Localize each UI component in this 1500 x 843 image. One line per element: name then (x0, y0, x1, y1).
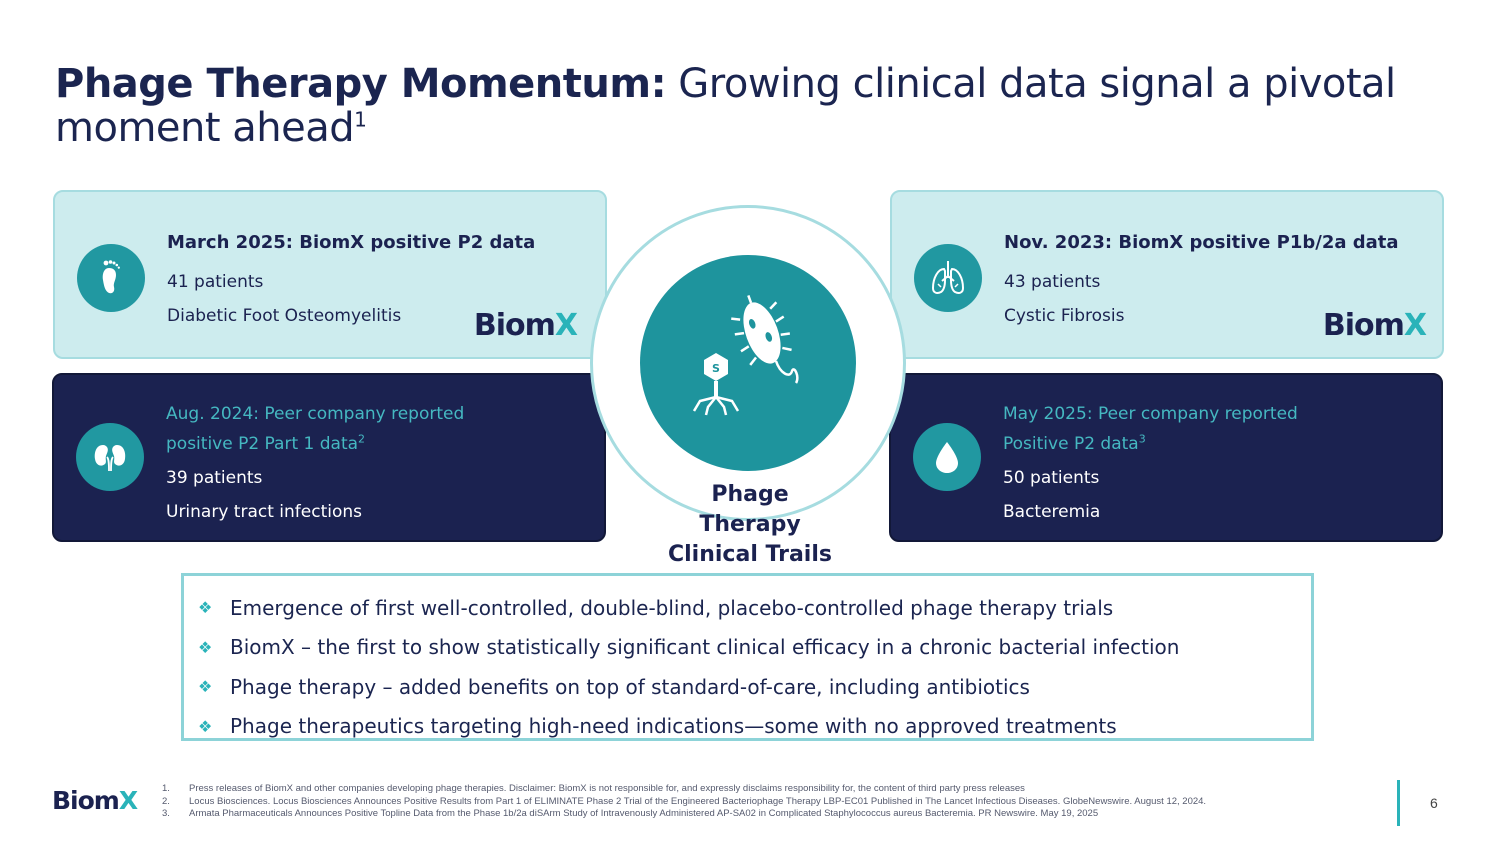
foot-icon (77, 244, 145, 312)
card-patients: 50 patients (1003, 468, 1100, 488)
footnote: 1. Press releases of BiomX and other comp… (162, 783, 1282, 796)
page-number: 6 (1430, 795, 1438, 811)
list-item: ❖ Phage therapeutics targeting high-need … (198, 707, 1311, 747)
footnote-text: Armata Pharmaceuticals Announces Positiv… (189, 808, 1099, 819)
list-item: ❖ Phage therapy – added benefits on top o… (198, 667, 1311, 707)
title-footnote-ref: 1 (354, 107, 367, 132)
key-points-box: ❖ Emergence of first well-controlled, dou… (181, 573, 1314, 741)
card-heading-line1: May 2025: Peer company reported (1003, 404, 1298, 424)
bullet-text: BiomX – the first to show statistically … (230, 635, 1180, 660)
footnote-number: 1. (162, 783, 170, 794)
card-indication: Bacteremia (1003, 502, 1101, 522)
card-biomx-cf: Nov. 2023: BiomX positive P1b/2a data 43… (890, 190, 1444, 359)
center-label-line1: Phage (711, 482, 789, 507)
card-heading: May 2025: Peer company reported Positive… (1003, 399, 1421, 459)
bullet-text: Phage therapeutics targeting high-need i… (230, 714, 1117, 739)
bullet-text: Emergence of first well-controlled, doub… (230, 595, 1114, 620)
card-indication: Urinary tract infections (166, 502, 362, 522)
footnote-ref: 3 (1138, 432, 1146, 446)
diamond-bullet-icon: ❖ (198, 637, 213, 657)
card-peer-bacteremia: May 2025: Peer company reported Positive… (889, 373, 1443, 542)
center-label-line2: Therapy (699, 512, 801, 537)
list-item: ❖ Emergence of first well-controlled, dou… (198, 588, 1311, 628)
center-label-line3: Clinical Trails (668, 542, 832, 567)
biomx-logo-x: X (554, 308, 578, 343)
card-heading-line2: Positive P2 data (1003, 434, 1139, 454)
biomx-logo: BiomX (1322, 308, 1427, 343)
biomx-logo-main: Biom (1322, 308, 1405, 343)
center-label: Phage Therapy Clinical Trails (640, 480, 860, 570)
card-heading: Nov. 2023: BiomX positive P1b/2a data (1004, 232, 1399, 253)
biomx-logo-main: Biom (473, 308, 556, 343)
card-heading: March 2025: BiomX positive P2 data (167, 232, 536, 253)
footnote-number: 2. (162, 795, 170, 807)
footer-logo-x: X (118, 786, 138, 815)
title-bold: Phage Therapy Momentum: (55, 61, 667, 107)
footnote-ref: 2 (358, 432, 366, 446)
footer-logo-main: Biom (52, 786, 120, 815)
card-heading: Aug. 2024: Peer company reported positiv… (166, 399, 584, 459)
drop-icon (913, 423, 981, 491)
card-indication: Diabetic Foot Osteomyelitis (167, 306, 402, 326)
title-rest: Growing clinical data signal a pivotal m… (55, 61, 1396, 151)
card-heading-line2: positive P2 Part 1 data (166, 434, 359, 454)
footer-divider (1397, 780, 1400, 826)
footnotes: 1. Press releases of BiomX and other comp… (162, 783, 1282, 821)
diamond-bullet-icon: ❖ (198, 677, 213, 697)
biomx-logo-x: X (1403, 308, 1427, 343)
card-heading-line1: Aug. 2024: Peer company reported (166, 404, 465, 424)
card-patients: 39 patients (166, 468, 263, 488)
diamond-bullet-icon: ❖ (198, 598, 213, 618)
card-indication: Cystic Fibrosis (1004, 306, 1125, 326)
biomx-logo: BiomX (473, 308, 578, 343)
footnote-text: Locus Biosciences. Locus Biosciences Ann… (189, 795, 1207, 807)
footnote: 3. Armata Pharmaceuticals Announces Posit… (162, 808, 1282, 821)
footer-logo: BiomX (52, 786, 138, 815)
card-patients: 41 patients (167, 272, 264, 292)
card-biomx-dfo: March 2025: BiomX positive P2 data 41 pa… (53, 190, 607, 359)
kidneys-icon (76, 423, 144, 491)
lungs-icon (914, 244, 982, 312)
phage-bacteria-icon: S (640, 255, 856, 471)
diamond-bullet-icon: ❖ (198, 716, 213, 736)
card-peer-uti: Aug. 2024: Peer company reported positiv… (52, 373, 606, 542)
slide-title: Phage Therapy Momentum: Growing clinical… (55, 62, 1455, 150)
footnote-number: 3. (162, 808, 170, 819)
svg-text:S: S (712, 362, 720, 375)
footnote: 2. Locus Biosciences. Locus Biosciences A… (162, 796, 1282, 809)
list-item: ❖ BiomX – the first to show statistically… (198, 628, 1311, 668)
card-patients: 43 patients (1004, 272, 1101, 292)
bullet-text: Phage therapy – added benefits on top of… (230, 674, 1030, 699)
footnote-text: Press releases of BiomX and other compan… (189, 783, 1025, 794)
